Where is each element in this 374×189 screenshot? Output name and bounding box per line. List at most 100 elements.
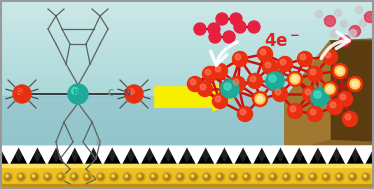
Text: Fe: Fe (14, 88, 26, 98)
Circle shape (310, 174, 316, 180)
Circle shape (269, 75, 276, 82)
Circle shape (5, 174, 11, 180)
Circle shape (334, 9, 341, 16)
Circle shape (307, 106, 322, 122)
Circle shape (125, 175, 128, 177)
Circle shape (99, 175, 101, 177)
Circle shape (282, 173, 291, 181)
Circle shape (316, 11, 322, 18)
Circle shape (269, 173, 278, 181)
Polygon shape (112, 146, 131, 164)
Circle shape (283, 174, 289, 180)
Circle shape (284, 175, 286, 177)
Polygon shape (94, 146, 112, 164)
Circle shape (352, 81, 358, 87)
Circle shape (340, 36, 350, 46)
Polygon shape (337, 146, 355, 164)
Circle shape (59, 175, 61, 177)
Circle shape (123, 173, 132, 181)
Polygon shape (206, 146, 224, 164)
Circle shape (111, 174, 117, 180)
Circle shape (30, 173, 39, 181)
Circle shape (260, 49, 266, 55)
Polygon shape (56, 146, 75, 164)
Circle shape (359, 19, 367, 26)
Polygon shape (37, 146, 56, 164)
Circle shape (3, 173, 12, 181)
Circle shape (202, 173, 211, 181)
Polygon shape (299, 146, 318, 164)
Text: N: N (123, 90, 131, 98)
Polygon shape (318, 146, 337, 164)
Polygon shape (318, 146, 337, 164)
Circle shape (264, 70, 286, 92)
Circle shape (337, 175, 340, 177)
Polygon shape (299, 146, 318, 164)
Circle shape (297, 175, 300, 177)
Circle shape (292, 76, 298, 82)
Circle shape (322, 81, 337, 97)
Bar (0, 184, 374, 189)
Circle shape (295, 173, 304, 181)
Circle shape (337, 68, 343, 74)
Circle shape (242, 173, 251, 181)
Circle shape (343, 112, 358, 126)
Circle shape (250, 76, 256, 82)
Circle shape (309, 173, 318, 181)
Circle shape (151, 174, 157, 180)
Circle shape (345, 114, 351, 120)
Polygon shape (0, 146, 19, 164)
Circle shape (340, 20, 347, 28)
Circle shape (205, 69, 211, 75)
Circle shape (290, 74, 296, 80)
Circle shape (83, 173, 92, 181)
Circle shape (217, 174, 223, 180)
Polygon shape (330, 41, 374, 141)
Circle shape (98, 174, 104, 180)
Polygon shape (187, 146, 206, 164)
Circle shape (209, 31, 221, 43)
Circle shape (233, 51, 248, 67)
Polygon shape (243, 146, 262, 164)
Polygon shape (131, 146, 150, 164)
Circle shape (233, 79, 239, 85)
Polygon shape (224, 146, 243, 164)
Circle shape (288, 104, 303, 119)
Polygon shape (168, 146, 187, 164)
Circle shape (255, 94, 265, 104)
Circle shape (257, 96, 263, 102)
Circle shape (248, 21, 260, 33)
Circle shape (129, 88, 135, 94)
Circle shape (43, 173, 52, 181)
Circle shape (212, 94, 227, 108)
Circle shape (307, 67, 322, 81)
Circle shape (230, 174, 236, 180)
Circle shape (290, 74, 300, 84)
Circle shape (278, 57, 292, 71)
Circle shape (350, 175, 353, 177)
Circle shape (96, 173, 105, 181)
Circle shape (266, 72, 284, 90)
Polygon shape (168, 146, 187, 164)
Circle shape (337, 174, 343, 180)
Circle shape (310, 109, 316, 115)
Circle shape (124, 174, 130, 180)
Circle shape (330, 102, 336, 108)
Circle shape (151, 175, 154, 177)
Circle shape (275, 89, 281, 95)
Circle shape (248, 74, 263, 88)
Polygon shape (150, 146, 168, 164)
Circle shape (258, 175, 260, 177)
Polygon shape (131, 146, 150, 164)
Circle shape (204, 174, 210, 180)
Circle shape (348, 173, 357, 181)
Circle shape (325, 52, 331, 58)
Circle shape (191, 175, 194, 177)
Circle shape (331, 30, 337, 37)
Circle shape (257, 174, 263, 180)
Polygon shape (280, 146, 299, 164)
Polygon shape (355, 146, 374, 164)
Polygon shape (285, 41, 330, 151)
Circle shape (350, 79, 356, 85)
Circle shape (110, 173, 119, 181)
